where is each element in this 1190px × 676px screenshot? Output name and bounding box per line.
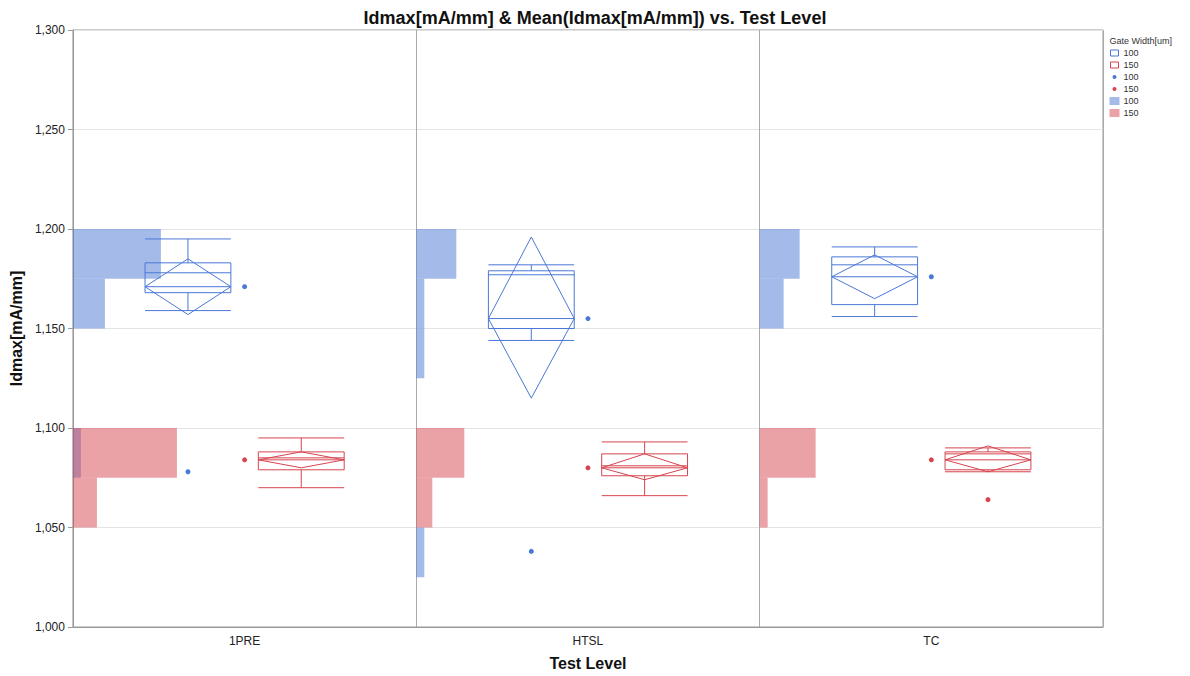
svg-text:1,200: 1,200	[35, 222, 65, 236]
svg-text:1,050: 1,050	[35, 521, 65, 535]
svg-text:150: 150	[1124, 60, 1139, 70]
svg-text:150: 150	[1124, 84, 1139, 94]
svg-text:1,250: 1,250	[35, 123, 65, 137]
svg-text:TC: TC	[923, 634, 939, 648]
svg-text:Idmax[mA/mm] & Mean(Idmax[mA/m: Idmax[mA/mm] & Mean(Idmax[mA/mm]) vs. Te…	[364, 8, 827, 28]
svg-text:Idmax[mA/mm]: Idmax[mA/mm]	[8, 271, 25, 387]
svg-text:100: 100	[1124, 72, 1139, 82]
svg-text:1,150: 1,150	[35, 322, 65, 336]
svg-text:1PRE: 1PRE	[229, 634, 260, 648]
svg-text:1,300: 1,300	[35, 23, 65, 37]
svg-text:100: 100	[1124, 48, 1139, 58]
svg-text:1,000: 1,000	[35, 620, 65, 634]
svg-text:100: 100	[1124, 96, 1139, 106]
svg-text:HTSL: HTSL	[573, 634, 604, 648]
svg-text:Test Level: Test Level	[549, 655, 626, 672]
svg-text:Gate Width[um]: Gate Width[um]	[1110, 36, 1173, 46]
svg-text:150: 150	[1124, 108, 1139, 118]
svg-text:1,100: 1,100	[35, 421, 65, 435]
